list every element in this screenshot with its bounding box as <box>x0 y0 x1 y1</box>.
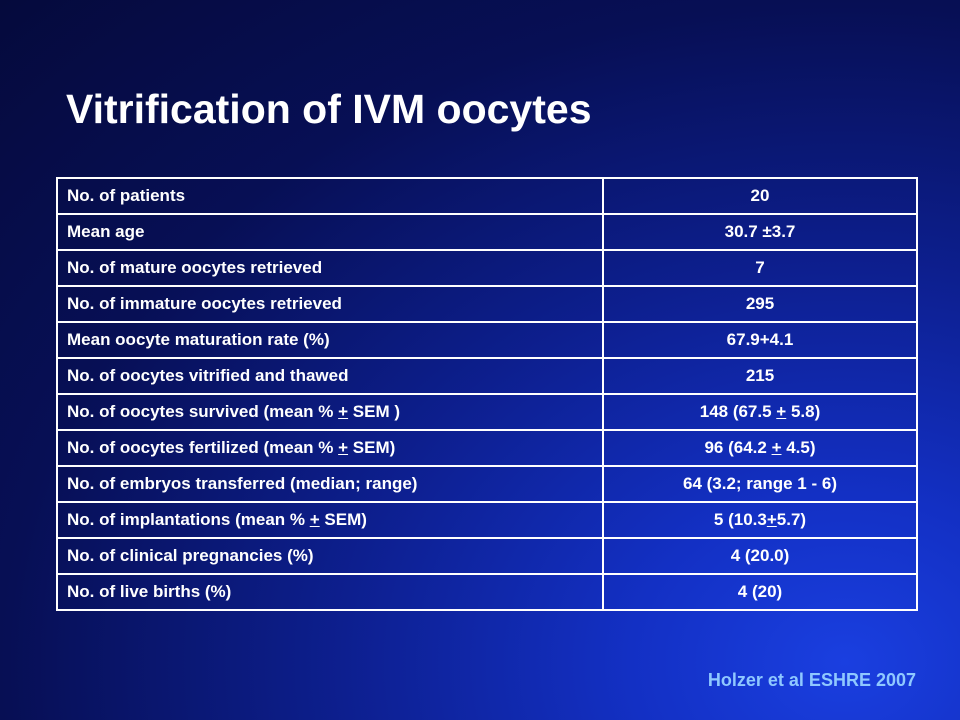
row-value: 30.7 ±3.7 <box>602 213 918 251</box>
table-row: No. of embryos transferred (median; rang… <box>56 465 918 503</box>
table-row: No. of patients 20 <box>56 177 918 215</box>
plus-minus-sign: + <box>338 438 349 457</box>
row-label: No. of live births (%) <box>56 573 604 611</box>
slide-title: Vitrification of IVM oocytes <box>66 86 592 132</box>
row-label: No. of implantations (mean % + SEM) <box>56 501 604 539</box>
plus-minus-sign: + <box>766 510 777 529</box>
table-row: No. of clinical pregnancies (%) 4 (20.0) <box>56 537 918 575</box>
row-value: 96 (64.2 + 4.5) <box>602 429 918 467</box>
row-value: 4 (20.0) <box>602 537 918 575</box>
table-row: No. of implantations (mean % + SEM) 5 (10… <box>56 501 918 539</box>
table-row: No. of oocytes survived (mean % + SEM ) 1… <box>56 393 918 431</box>
row-label: Mean oocyte maturation rate (%) <box>56 321 604 359</box>
table-row: No. of mature oocytes retrieved 7 <box>56 249 918 287</box>
row-label: No. of oocytes survived (mean % + SEM ) <box>56 393 604 431</box>
table-row: No. of immature oocytes retrieved 295 <box>56 285 918 323</box>
results-table: No. of patients 20 Mean age 30.7 ±3.7 No. of… <box>56 177 918 611</box>
row-label: No. of oocytes vitrified and thawed <box>56 357 604 395</box>
row-value: 4 (20) <box>602 573 918 611</box>
table-row: No. of live births (%) 4 (20) <box>56 573 918 611</box>
plus-minus-sign: + <box>309 510 320 529</box>
row-value: 5 (10.3+5.7) <box>602 501 918 539</box>
plus-minus-sign: + <box>776 402 787 421</box>
citation: Holzer et al ESHRE 2007 <box>707 670 916 690</box>
row-label: No. of mature oocytes retrieved <box>56 249 604 287</box>
row-label: No. of oocytes fertilized (mean % + SEM) <box>56 429 604 467</box>
row-value: 7 <box>602 249 918 287</box>
row-value: 148 (67.5 + 5.8) <box>602 393 918 431</box>
row-label: No. of immature oocytes retrieved <box>56 285 604 323</box>
row-label: Mean age <box>56 213 604 251</box>
row-label: No. of embryos transferred (median; rang… <box>56 465 604 503</box>
row-value: 20 <box>602 177 918 215</box>
row-label: No. of clinical pregnancies (%) <box>56 537 604 575</box>
plus-minus-sign: + <box>771 438 782 457</box>
table-row: Mean oocyte maturation rate (%) 67.9+4.1 <box>56 321 918 359</box>
table-row: Mean age 30.7 ±3.7 <box>56 213 918 251</box>
results-table-body: No. of patients 20 Mean age 30.7 ±3.7 No. of… <box>56 177 918 611</box>
row-value: 64 (3.2; range 1 - 6) <box>602 465 918 503</box>
plus-minus-sign: + <box>338 402 349 421</box>
row-value: 67.9+4.1 <box>602 321 918 359</box>
table-row: No. of oocytes vitrified and thawed 215 <box>56 357 918 395</box>
table-row: No. of oocytes fertilized (mean % + SEM)… <box>56 429 918 467</box>
results-table-container: No. of patients 20 Mean age 30.7 ±3.7 No. of… <box>56 177 918 635</box>
row-label: No. of patients <box>56 177 604 215</box>
row-value: 295 <box>602 285 918 323</box>
row-value: 215 <box>602 357 918 395</box>
